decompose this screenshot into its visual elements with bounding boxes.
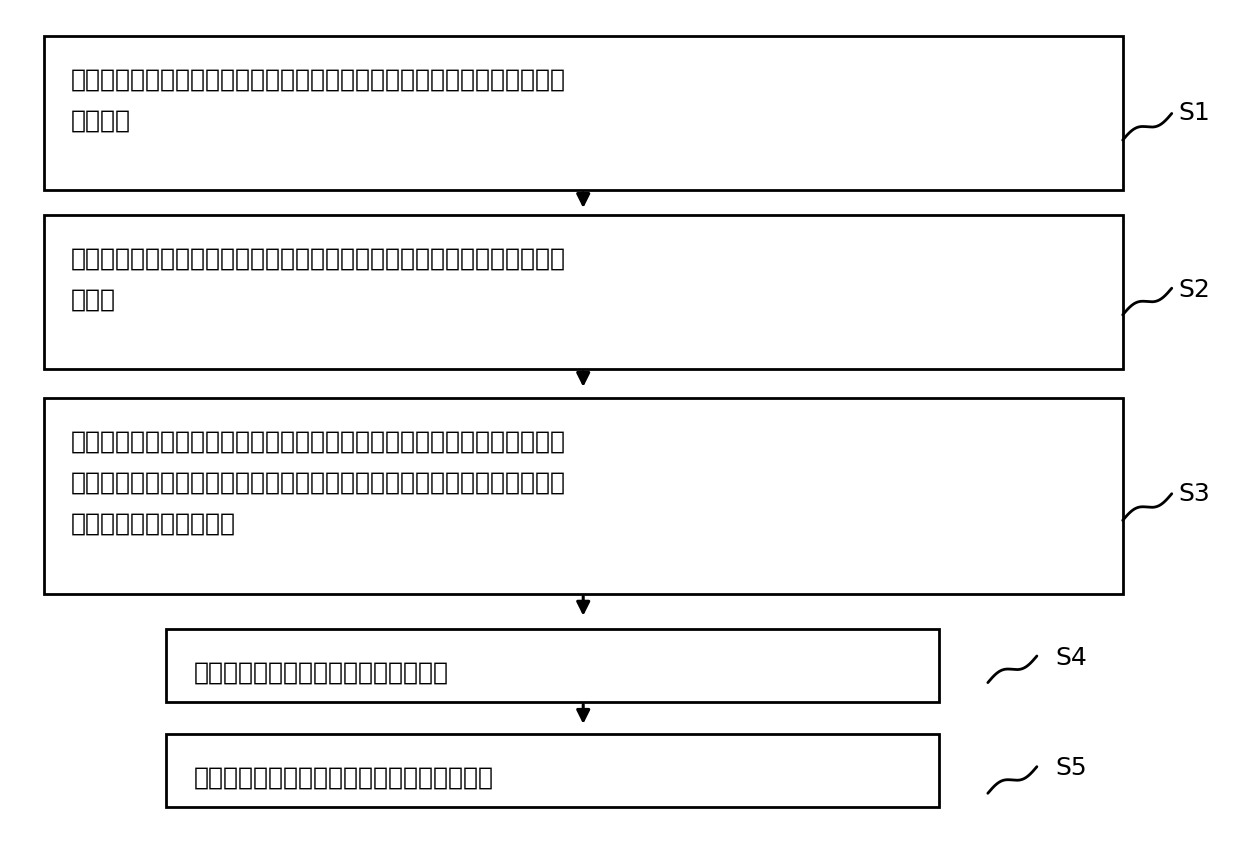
Text: S1: S1 <box>1178 102 1210 125</box>
Text: 所述在线监测装置记录激光剂蚀物的瞬间形貌: 所述在线监测装置记录激光剂蚀物的瞬间形貌 <box>193 766 494 790</box>
FancyBboxPatch shape <box>43 398 1122 594</box>
Text: 脉冲延迟控制器连接所述泵浦激光系统，控制所述泵浦激光系统发出激光脉
冲的时间: 脉冲延迟控制器连接所述泵浦激光系统，控制所述泵浦激光系统发出激光脉 冲的时间 <box>71 68 565 133</box>
FancyBboxPatch shape <box>43 36 1122 190</box>
Text: 脉冲延迟控制器连接所述在线监测装置: 脉冲延迟控制器连接所述在线监测装置 <box>193 660 449 684</box>
FancyBboxPatch shape <box>166 734 939 807</box>
Text: 脉冲延迟控制器连接所述探测光系统，控制所述探测光系统发出探测光脉冲
的时间: 脉冲延迟控制器连接所述探测光系统，控制所述探测光系统发出探测光脉冲 的时间 <box>71 246 565 311</box>
FancyBboxPatch shape <box>166 629 939 702</box>
Text: S2: S2 <box>1178 277 1210 302</box>
FancyBboxPatch shape <box>43 215 1122 369</box>
Text: S4: S4 <box>1055 645 1087 670</box>
Text: 快门控制器分别与只充许单个泵浦激光脉冲通过的快门、单个探测光通过的
另一快门连接，所述脉冲延迟控制器连接所述快门控制器，控制所述快门控
制器控制快门开关的时间: 快门控制器分别与只充许单个泵浦激光脉冲通过的快门、单个探测光通过的 另一快门连接… <box>71 430 565 536</box>
Text: S5: S5 <box>1055 756 1087 780</box>
Text: S3: S3 <box>1178 481 1210 506</box>
